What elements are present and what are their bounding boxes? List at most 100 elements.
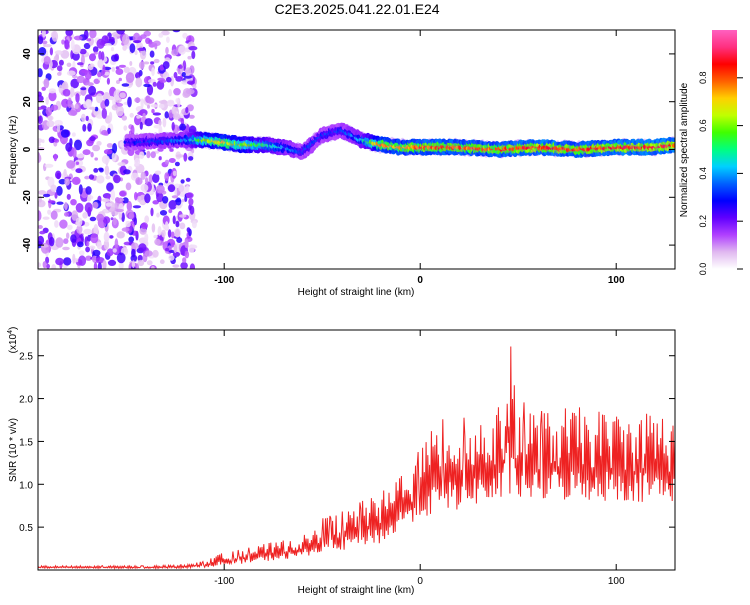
noise-blob bbox=[70, 86, 75, 98]
noise-blob bbox=[103, 231, 110, 243]
noise-blob bbox=[148, 174, 153, 183]
noise-blob bbox=[92, 201, 99, 209]
noise-blob bbox=[42, 40, 48, 45]
noise-blob bbox=[70, 199, 77, 206]
noise-blob bbox=[164, 172, 170, 182]
noise-blob bbox=[185, 88, 195, 95]
noise-blob bbox=[159, 210, 168, 216]
noise-blob bbox=[79, 250, 85, 256]
noise-blob bbox=[97, 59, 104, 69]
noise-blob bbox=[121, 83, 130, 87]
noise-blob bbox=[147, 97, 155, 104]
noise-blob bbox=[147, 104, 150, 109]
noise-blob bbox=[134, 157, 141, 167]
noise-blob bbox=[47, 115, 54, 121]
noise-blob bbox=[173, 244, 178, 254]
noise-blob bbox=[78, 184, 83, 195]
noise-blob bbox=[153, 58, 160, 64]
noise-blob bbox=[169, 148, 174, 152]
spectrogram-chart: -100 0 100 -40 -20 0 20 40 Height of straight … bbox=[8, 29, 743, 298]
noise-blob bbox=[178, 64, 183, 69]
noise-blob bbox=[38, 262, 41, 268]
noise-blob bbox=[58, 84, 63, 94]
noise-blob bbox=[51, 30, 59, 42]
noise-blob bbox=[188, 198, 194, 206]
noise-blob bbox=[62, 246, 70, 251]
colorbar-label: Normalized spectral amplitude bbox=[679, 82, 690, 217]
noise-blob bbox=[98, 50, 102, 61]
noise-blob bbox=[158, 119, 162, 126]
noise-blob bbox=[42, 261, 47, 269]
noise-blob bbox=[38, 235, 45, 246]
noise-blob bbox=[154, 170, 162, 175]
noise-blob bbox=[54, 50, 64, 55]
noise-blob bbox=[125, 182, 132, 191]
noise-blob bbox=[188, 114, 195, 119]
noise-blob bbox=[159, 259, 165, 265]
noise-blob bbox=[45, 106, 53, 116]
noise-blob bbox=[111, 152, 117, 162]
noise-blob bbox=[47, 209, 52, 215]
figure-title: C2E3.2025.041.22.01.E24 bbox=[274, 1, 439, 17]
noise-blob bbox=[93, 78, 100, 85]
noise-blob bbox=[178, 214, 187, 218]
noise-blob bbox=[117, 162, 126, 167]
noise-blob bbox=[145, 177, 149, 185]
noise-blob bbox=[168, 200, 177, 210]
noise-blob bbox=[144, 215, 150, 224]
noise-blob bbox=[152, 112, 162, 116]
noise-blob bbox=[123, 66, 130, 74]
noise-blob bbox=[89, 216, 97, 222]
noise-blob bbox=[165, 221, 169, 230]
noise-blob bbox=[116, 231, 125, 239]
noise-blob bbox=[94, 157, 98, 161]
noise-blob bbox=[182, 32, 188, 39]
noise-blob bbox=[111, 54, 119, 62]
noise-blob bbox=[38, 225, 43, 229]
noise-blob bbox=[180, 179, 185, 184]
noise-blob bbox=[85, 246, 90, 253]
noise-blob bbox=[105, 202, 112, 207]
noise-blob bbox=[108, 36, 115, 43]
noise-blob bbox=[72, 147, 77, 159]
noise-blob bbox=[115, 68, 124, 75]
noise-blob bbox=[171, 195, 178, 199]
noise-blob bbox=[104, 165, 110, 176]
noise-blob bbox=[74, 103, 79, 110]
noise-blob bbox=[158, 103, 165, 109]
noise-blob bbox=[61, 82, 67, 90]
noise-blob bbox=[167, 100, 175, 107]
noise-blob bbox=[128, 236, 135, 243]
noise-blob bbox=[38, 47, 47, 56]
noise-blob bbox=[54, 138, 60, 143]
noise-blob bbox=[93, 224, 99, 235]
noise-blob bbox=[106, 248, 114, 257]
noise-blob bbox=[107, 259, 117, 266]
noise-blob bbox=[150, 61, 155, 65]
noise-blob bbox=[137, 47, 146, 51]
noise-blob bbox=[101, 108, 108, 119]
noise-blob bbox=[56, 65, 63, 72]
noise-blob bbox=[168, 208, 173, 214]
noise-blob bbox=[116, 252, 126, 264]
noise-blob bbox=[156, 184, 165, 194]
noise-blob bbox=[47, 176, 55, 188]
snr-y-tick-label: 2.0 bbox=[19, 395, 33, 406]
noise-blob bbox=[96, 213, 105, 222]
noise-blob bbox=[146, 84, 154, 96]
noise-blob bbox=[144, 118, 153, 127]
noise-blob bbox=[122, 197, 129, 204]
noise-blob bbox=[46, 120, 55, 128]
noise-blob bbox=[174, 161, 180, 167]
spectrogram-y-tick-label: 40 bbox=[22, 48, 33, 60]
noise-blob bbox=[179, 222, 186, 230]
noise-blob bbox=[48, 91, 57, 102]
noise-blob bbox=[181, 72, 186, 77]
noise-blob bbox=[106, 182, 114, 192]
noise-blob bbox=[110, 217, 114, 221]
noise-blob bbox=[172, 251, 181, 257]
noise-blob bbox=[109, 235, 114, 239]
noise-blob bbox=[119, 190, 127, 197]
noise-blob bbox=[165, 247, 170, 252]
